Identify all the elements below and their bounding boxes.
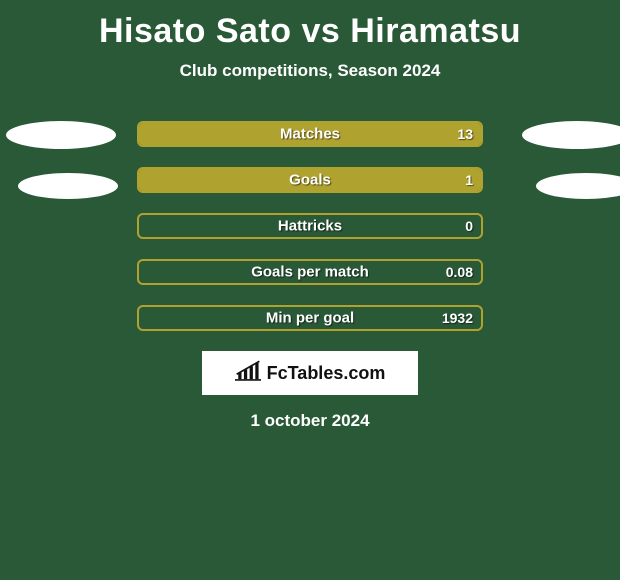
avatar-left-2 — [18, 173, 118, 199]
stat-row-min-per-goal: Min per goal 1932 — [137, 305, 483, 331]
stat-value: 0.08 — [446, 264, 473, 280]
stat-row-hattricks: Hattricks 0 — [137, 213, 483, 239]
avatar-left-1 — [6, 121, 116, 149]
bar-chart-icon — [235, 360, 261, 387]
avatar-right-2 — [536, 173, 620, 199]
footer-date: 1 october 2024 — [0, 411, 620, 431]
page-title: Hisato Sato vs Hiramatsu — [0, 0, 620, 51]
stat-value: 0 — [465, 218, 473, 234]
stat-label: Goals per match — [251, 264, 369, 281]
stat-row-matches: Matches 13 — [137, 121, 483, 147]
stat-label: Goals — [289, 172, 331, 189]
page-subtitle: Club competitions, Season 2024 — [0, 61, 620, 81]
content-area: Matches 13 Goals 1 Hattricks 0 Goals per… — [0, 121, 620, 431]
stat-row-goals-per-match: Goals per match 0.08 — [137, 259, 483, 285]
stat-value: 13 — [457, 126, 473, 142]
stat-row-goals: Goals 1 — [137, 167, 483, 193]
stat-bars: Matches 13 Goals 1 Hattricks 0 Goals per… — [137, 121, 483, 331]
stat-label: Hattricks — [278, 218, 342, 235]
avatar-right-1 — [522, 121, 620, 149]
stat-value: 1 — [465, 172, 473, 188]
brand-text: FcTables.com — [267, 363, 386, 384]
stat-label: Min per goal — [266, 310, 354, 327]
stat-value: 1932 — [442, 310, 473, 326]
brand-badge: FcTables.com — [202, 351, 418, 395]
stat-label: Matches — [280, 126, 340, 143]
infographic-root: Hisato Sato vs Hiramatsu Club competitio… — [0, 0, 620, 431]
